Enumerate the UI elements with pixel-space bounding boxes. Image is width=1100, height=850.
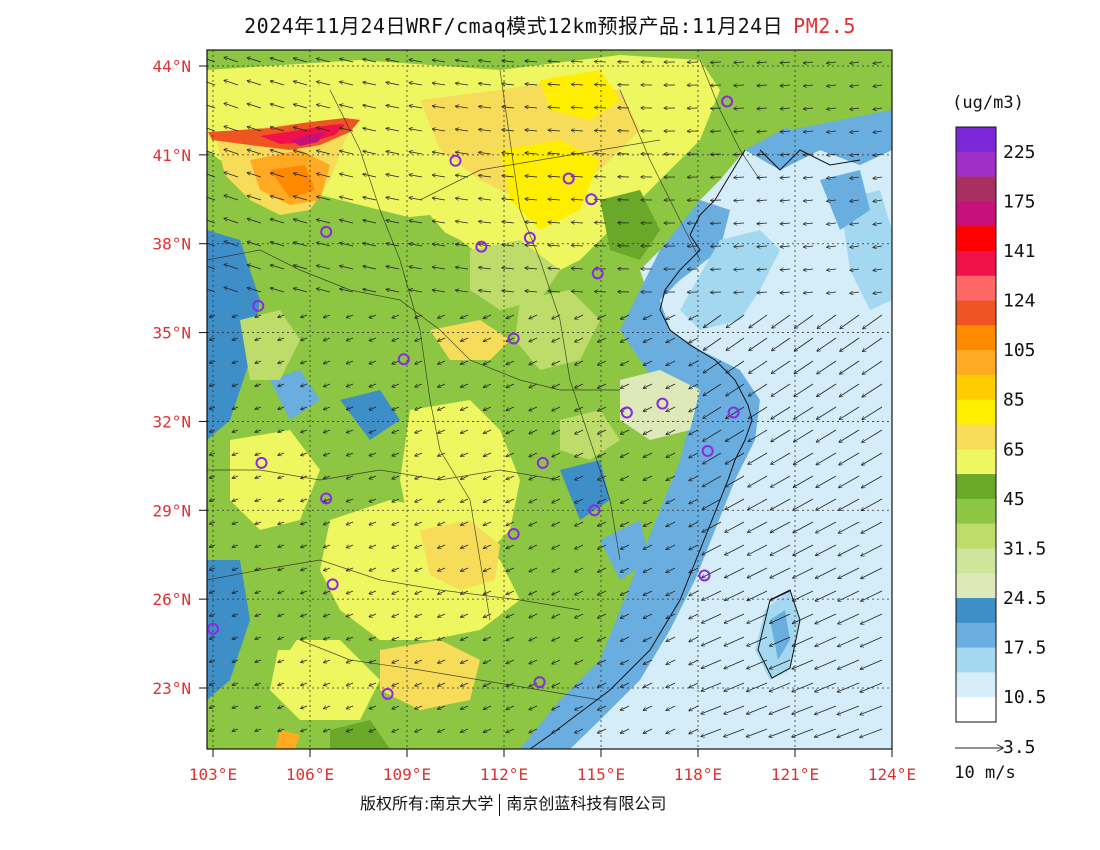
lat-label: 29°N [152, 501, 191, 520]
station-marker [252, 299, 265, 312]
map-field [207, 50, 892, 749]
station-marker [701, 445, 714, 458]
legend-label: 85 [1003, 390, 1025, 411]
station-marker [721, 95, 734, 108]
lat-label: 38°N [152, 235, 191, 254]
lat-label: 44°N [152, 57, 191, 76]
copyright-text: 版权所有:南京大学 [360, 794, 494, 813]
legend-label: 31.5 [1003, 538, 1046, 559]
legend-swatch [956, 176, 996, 202]
legend-swatch [956, 399, 996, 425]
station-marker [620, 406, 633, 419]
lon-label: 103°E [189, 765, 237, 784]
station-marker [523, 231, 536, 244]
legend-swatch [956, 622, 996, 648]
legend-label: 141 [1003, 241, 1036, 262]
legend-swatch [956, 598, 996, 624]
legend-swatch [956, 523, 996, 549]
legend-swatch [956, 151, 996, 177]
legend-swatch [956, 697, 996, 723]
monitoring-stations [207, 95, 740, 700]
station-marker [507, 332, 520, 345]
lon-label: 112°E [480, 765, 528, 784]
legend-label: 105 [1003, 340, 1036, 361]
wind-scale-label: 10 m/s [954, 763, 1015, 783]
legend-label: 17.5 [1003, 638, 1046, 659]
station-marker [591, 267, 604, 280]
legend-label: 175 [1003, 191, 1036, 212]
footer-divider [499, 793, 501, 816]
lon-label: 109°E [383, 765, 431, 784]
legend-swatch [956, 424, 996, 450]
legend-swatch [956, 275, 996, 301]
lat-label: 41°N [152, 146, 191, 165]
legend-swatch [956, 325, 996, 351]
legend-label: 225 [1003, 142, 1036, 163]
legend-swatch [956, 300, 996, 326]
legend-swatch [956, 474, 996, 500]
legend-swatch [956, 374, 996, 401]
station-marker [326, 578, 339, 591]
lat-label: 32°N [152, 412, 191, 431]
company-name: 南京创蓝科技有限公司 [506, 794, 667, 813]
lon-label: 118°E [674, 765, 722, 784]
station-marker [588, 504, 601, 517]
legend-unit: (ug/m3) [952, 93, 1024, 113]
station-marker [255, 456, 268, 469]
station-marker [207, 622, 219, 635]
latitude-labels: 44°N 41°N 38°N 35°N 32°N 29°N 26°N 23°N [152, 57, 207, 698]
pollutant-label: PM2.5 [793, 14, 856, 38]
title-text: 2024年11月24日WRF/cmaq模式12km预报产品:11月24日 [244, 14, 784, 38]
station-marker [698, 569, 711, 582]
legend-swatch [956, 672, 996, 698]
legend-label: 65 [1003, 439, 1025, 460]
station-marker [727, 406, 740, 419]
legend-swatch [956, 201, 996, 227]
lon-label: 124°E [868, 765, 916, 784]
station-marker [475, 240, 488, 253]
wind-scale: 10 m/s [954, 748, 1016, 783]
legend-swatch [956, 250, 996, 277]
legend-swatch [956, 548, 996, 574]
legend-label: 24.5 [1003, 588, 1046, 609]
lat-label: 35°N [152, 324, 191, 343]
map-frame [206, 49, 893, 750]
longitude-labels: 103°E 106°E 109°E 112°E 115°E 118°E 121°E 124°E [189, 749, 916, 784]
station-marker [449, 154, 462, 167]
station-marker [585, 193, 598, 206]
station-marker [320, 225, 333, 238]
legend-swatch [956, 449, 996, 475]
lon-label: 121°E [771, 765, 819, 784]
lon-label: 106°E [286, 765, 334, 784]
lat-label: 26°N [152, 590, 191, 609]
legend-swatch [956, 350, 996, 376]
footer-credits: 版权所有:南京大学 南京创蓝科技有限公司 [360, 790, 666, 816]
legend-label: 124 [1003, 291, 1036, 312]
station-marker [507, 527, 520, 540]
lat-label: 23°N [152, 679, 191, 698]
legend-swatch [956, 226, 996, 252]
lon-label: 115°E [577, 765, 625, 784]
legend-swatch [956, 498, 996, 524]
legend-label: 10.5 [1003, 687, 1046, 708]
color-legend: (ug/m3) 225 175 141 124 105 85 65 45 31.5 24.5 17.… [952, 93, 1046, 758]
legend-label: 3.5 [1003, 737, 1036, 758]
station-marker [533, 676, 546, 689]
station-marker [320, 492, 333, 505]
legend-swatch [956, 573, 996, 599]
station-marker [656, 397, 669, 410]
station-marker [562, 172, 575, 185]
station-marker [536, 456, 549, 469]
legend-label: 45 [1003, 489, 1025, 510]
legend-swatch [956, 647, 996, 673]
station-marker [397, 353, 410, 366]
map-title: 2024年11月24日WRF/cmaq模式12km预报产品:11月24日 PM2.… [0, 10, 1100, 39]
legend-swatch [956, 127, 996, 153]
station-marker [381, 687, 394, 700]
